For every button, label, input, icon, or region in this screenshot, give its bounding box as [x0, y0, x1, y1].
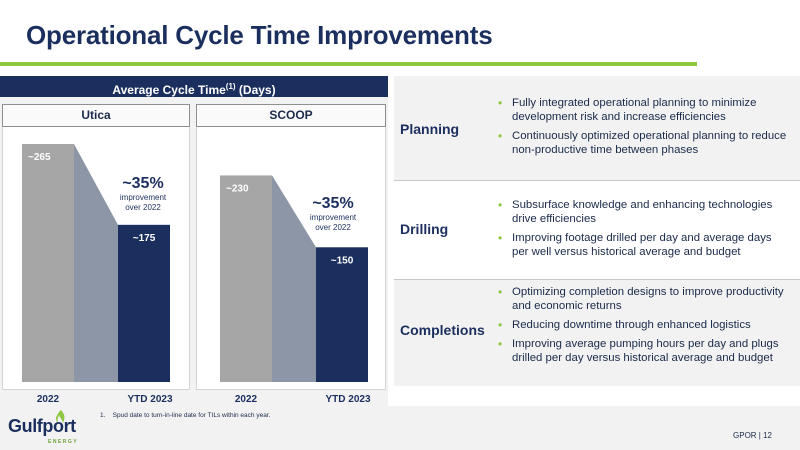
improvement-caption: over 2022 — [315, 223, 351, 232]
chart-header-suffix: (Days) — [235, 83, 276, 97]
bar-value-label: ~230 — [226, 183, 249, 194]
footnote: 1. Spud date to turn-in-line date for TI… — [100, 412, 271, 419]
bullet-item: Continuously optimized operational plann… — [498, 129, 790, 157]
drilling-label: Drilling — [400, 221, 449, 237]
bar-value-label: ~265 — [28, 152, 51, 163]
x-tick-label: YTD 2023 — [325, 394, 370, 405]
completions-row: Completions Optimizing completion design… — [394, 280, 800, 386]
bullet-item: Subsurface knowledge and enhancing techn… — [498, 198, 790, 226]
bar-ytd-2023 — [118, 224, 170, 382]
improvement-caption: improvement — [120, 193, 167, 202]
bullet-item: Optimizing completion designs to improve… — [498, 285, 790, 313]
bullet-item: Fully integrated operational planning to… — [498, 96, 790, 124]
bullet-item: Improving average pumping hours per day … — [498, 337, 790, 365]
planning-row: Planning Fully integrated operational pl… — [394, 76, 800, 180]
bar-2022 — [220, 175, 272, 382]
planning-label: Planning — [400, 121, 460, 137]
title-underline — [0, 62, 697, 66]
completions-label: Completions — [400, 322, 485, 338]
row-divider — [394, 279, 800, 280]
bullet-item: Improving footage drilled per day and av… — [498, 231, 790, 259]
drilling-bullets: Subsurface knowledge and enhancing techn… — [498, 198, 790, 264]
footer-band — [0, 406, 800, 450]
bar-2022 — [22, 144, 74, 382]
x-tick-label: YTD 2023 — [127, 394, 172, 405]
bar-connector — [272, 175, 316, 382]
logo-wordmark: Gulfport — [8, 416, 76, 436]
bar-ytd-2023 — [316, 247, 368, 382]
drilling-row: Drilling Subsurface knowledge and enhanc… — [394, 181, 800, 279]
company-logo: Gulfport ENERGY — [8, 410, 98, 446]
row-divider — [394, 180, 800, 181]
completions-bullets: Optimizing completion designs to improve… — [498, 285, 790, 370]
page-number: GPOR | 12 — [733, 431, 772, 440]
improvement-caption: improvement — [310, 213, 357, 222]
utica-header: Utica — [2, 104, 190, 127]
chart-header-footnote-ref: (1) — [225, 82, 236, 91]
initiatives-panel: Planning Fully integrated operational pl… — [394, 76, 800, 386]
chart-header: Average Cycle Time(1) (Days) — [0, 76, 388, 97]
improvement-caption: over 2022 — [125, 203, 161, 212]
logo-subtitle: ENERGY — [48, 439, 79, 445]
x-tick-label: 2022 — [37, 394, 60, 405]
bar-value-label: ~175 — [133, 233, 156, 244]
flame-icon — [56, 410, 65, 423]
planning-bullets: Fully integrated operational planning to… — [498, 96, 790, 162]
scoop-header: SCOOP — [196, 104, 386, 127]
improvement-percent: ~35% — [312, 195, 353, 212]
improvement-percent: ~35% — [122, 175, 163, 192]
x-tick-label: 2022 — [235, 394, 258, 405]
bar-value-label: ~150 — [331, 255, 354, 266]
bar-connector — [74, 144, 118, 382]
slide-title: Operational Cycle Time Improvements — [26, 20, 493, 50]
bullet-item: Reducing downtime through enhanced logis… — [498, 318, 790, 332]
chart-header-text: Average Cycle Time — [112, 83, 226, 97]
